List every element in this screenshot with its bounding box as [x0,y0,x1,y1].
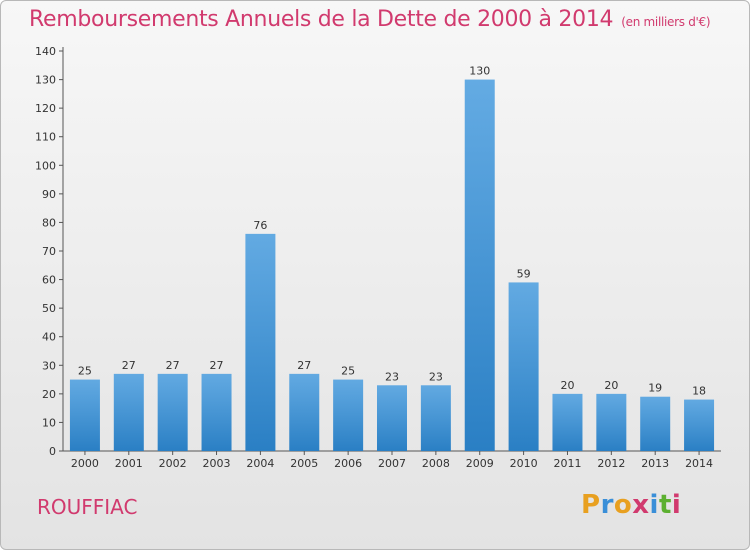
logo-letter: P [581,490,601,520]
x-tick-label: 2012 [597,457,625,470]
bar-value-label: 23 [429,370,443,383]
logo-letter: o [613,490,633,520]
x-tick-label: 2006 [334,457,362,470]
bar [333,379,364,451]
bar-value-label: 27 [166,359,180,372]
bar-value-label: 76 [253,219,267,232]
city-name: ROUFFIAC [37,495,138,519]
x-tick-label: 2004 [246,457,274,470]
bar-value-label: 130 [469,65,490,78]
bar-value-label: 23 [385,370,399,383]
y-tick-label: 30 [42,359,56,372]
x-tick-label: 2002 [159,457,187,470]
title-unit: (en milliers d'€) [621,15,711,29]
x-tick-label: 2005 [290,457,318,470]
bar [420,385,451,451]
bar [377,385,407,451]
y-tick-label: 80 [42,216,56,229]
bar [157,373,188,451]
x-tick-label: 2011 [553,457,581,470]
x-tick-label: 2008 [422,457,450,470]
bar-value-label: 18 [692,385,706,398]
logo-letter: i [671,490,682,520]
y-tick-label: 0 [49,445,56,458]
x-tick-label: 2010 [510,457,538,470]
bar [69,379,100,451]
x-tick-label: 2000 [71,457,99,470]
proxiti-logo: Proxiti [581,490,681,520]
bar-value-label: 20 [560,379,574,392]
logo-letter: x [632,490,650,520]
y-tick-label: 140 [35,45,56,58]
bar-value-label: 20 [604,379,618,392]
bar [684,399,715,451]
title-text: Remboursements Annuels de la Dette de 20… [29,7,614,32]
logo-letter: r [600,490,614,520]
bar [640,396,671,451]
logo-letter: t [658,490,672,520]
bar [289,373,320,451]
x-tick-label: 2001 [115,457,143,470]
y-tick-label: 90 [42,188,56,201]
bar [245,233,276,451]
y-tick-label: 70 [42,245,56,258]
chart-title: Remboursements Annuels de la Dette de 20… [29,7,711,32]
x-tick-label: 2003 [203,457,231,470]
y-tick-label: 130 [35,74,56,87]
bar-value-label: 59 [517,267,531,280]
bar-value-label: 27 [297,359,311,372]
x-tick-label: 2009 [466,457,494,470]
bar-value-label: 27 [210,359,224,372]
x-tick-label: 2014 [685,457,713,470]
y-tick-label: 110 [35,131,56,144]
bar-value-label: 25 [341,365,355,378]
bar [464,79,495,452]
y-tick-label: 100 [35,159,56,172]
bar-value-label: 19 [648,382,662,395]
x-tick-label: 2013 [641,457,669,470]
y-tick-label: 40 [42,331,56,344]
logo-letter: i [649,490,659,520]
bar-value-label: 25 [78,365,92,378]
bar [596,393,627,451]
y-tick-label: 50 [42,302,56,315]
x-tick-label: 2007 [378,457,406,470]
y-tick-label: 10 [42,416,56,429]
bar [201,373,232,451]
bar [113,373,144,451]
bar [508,282,539,451]
bar-value-label: 27 [122,359,136,372]
y-tick-label: 120 [35,102,56,115]
y-tick-label: 60 [42,274,56,287]
y-tick-label: 20 [42,388,56,401]
bar [552,393,583,451]
